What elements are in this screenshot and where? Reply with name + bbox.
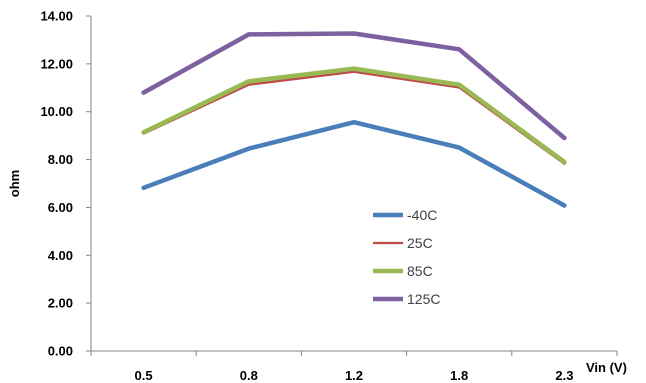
series-lines [141,31,567,208]
x-tick-label: 1.8 [450,368,468,383]
x-axis-title: Vin (V) [586,360,627,375]
series-line-85c [141,66,567,165]
y-tick-label: 12.00 [40,56,73,71]
y-tick-label: 0.00 [48,344,73,359]
y-tick-label: 10.00 [40,104,73,119]
y-tick-labels: 0.00 2.00 4.00 6.00 8.00 10.00 12.00 14.00 [40,9,91,359]
y-tick-label: 2.00 [48,296,73,311]
legend-label: -40C [407,207,437,223]
y-tick-label: 14.00 [40,9,73,24]
x-tick-label: 0.8 [240,368,258,383]
y-axis-title: ohm [7,170,22,197]
legend: -40C 25C 85C 125C [373,207,440,307]
legend-label: 125C [407,291,440,307]
y-tick-label: 4.00 [48,248,73,263]
x-tick-label: 2.3 [555,368,573,383]
legend-label: 85C [407,263,433,279]
x-tick-labels: 0.5 0.8 1.2 1.8 2.3 [90,351,618,383]
x-tick-label: 0.5 [135,368,153,383]
y-tick-label: 8.00 [48,152,73,167]
x-tick-label: 1.2 [345,368,363,383]
series-line-40c [141,119,567,208]
series-line-125c [141,31,567,141]
y-tick-label: 6.00 [48,200,73,215]
legend-label: 25C [407,235,433,251]
